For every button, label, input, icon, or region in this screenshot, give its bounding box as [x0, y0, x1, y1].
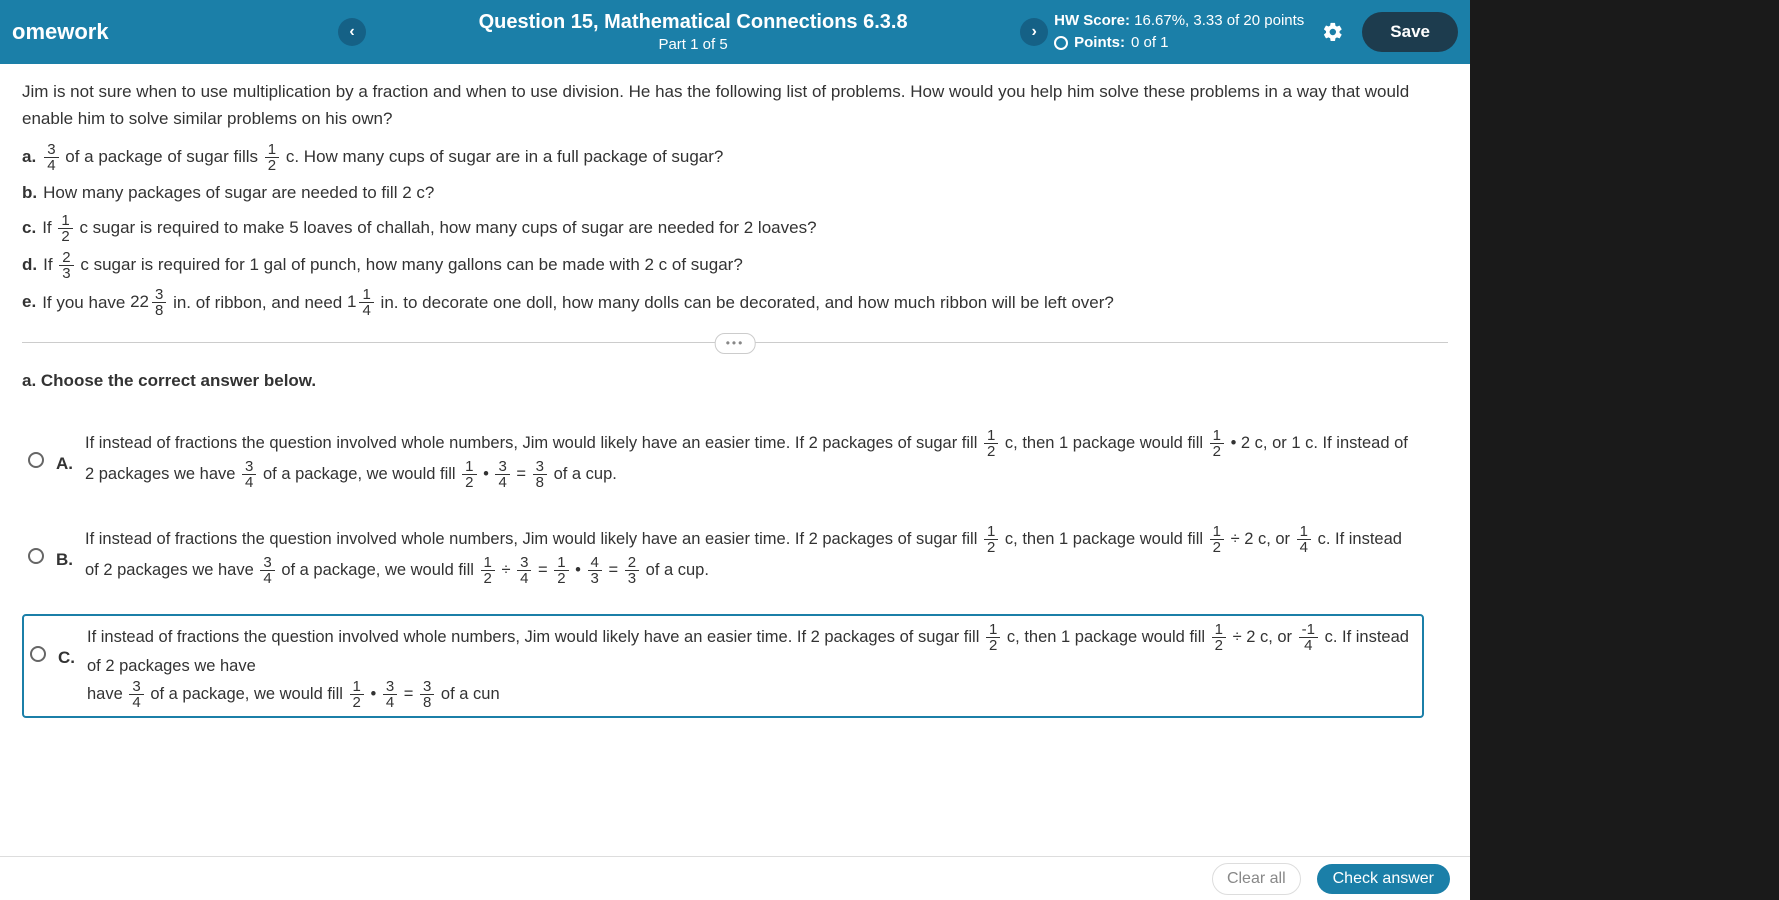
question-title: Question 15, Mathematical Connections 6.…	[372, 11, 1014, 34]
prev-question-button[interactable]: ‹	[338, 18, 366, 46]
points-icon	[1054, 36, 1068, 50]
gear-icon[interactable]	[1322, 21, 1344, 43]
radio-b[interactable]	[28, 548, 44, 564]
divider: •••	[22, 342, 1448, 343]
problem-c: c. If 12 c sugar is required to make 5 l…	[22, 213, 1448, 244]
answer-prompt: a. Choose the correct answer below.	[22, 367, 1424, 394]
next-question-button[interactable]: ›	[1020, 18, 1048, 46]
choice-b[interactable]: B. If instead of fractions the question …	[22, 518, 1424, 592]
problem-d: d. If 23 c sugar is required for 1 gal o…	[22, 250, 1448, 281]
choice-c[interactable]: C. If instead of fractions the question …	[22, 614, 1424, 718]
answer-area: a. Choose the correct answer below. A. I…	[22, 367, 1448, 797]
problem-b: b.How many packages of sugar are needed …	[22, 179, 1448, 206]
problem-list: a. 34 of a package of sugar fills 12 c. …	[22, 142, 1448, 317]
choice-a[interactable]: A. If instead of fractions the question …	[22, 422, 1424, 496]
problem-e: e. If you have 2238 in. of ribbon, and n…	[22, 287, 1448, 318]
header-bar: omework ‹ Question 15, Mathematical Conn…	[0, 0, 1470, 64]
problem-intro: Jim is not sure when to use multiplicati…	[22, 78, 1448, 132]
footer-bar: Clear all Check answer	[0, 856, 1470, 900]
score-block: HW Score: 16.67%, 3.33 of 20 points Poin…	[1054, 10, 1304, 55]
question-part: Part 1 of 5	[372, 36, 1014, 53]
problem-a: a. 34 of a package of sugar fills 12 c. …	[22, 142, 1448, 173]
clear-all-button[interactable]: Clear all	[1212, 863, 1301, 895]
expand-icon[interactable]: •••	[715, 333, 756, 354]
radio-a[interactable]	[28, 452, 44, 468]
breadcrumb: omework	[12, 19, 332, 45]
save-button[interactable]: Save	[1362, 12, 1458, 52]
radio-c[interactable]	[30, 646, 46, 662]
check-answer-button[interactable]: Check answer	[1317, 864, 1450, 894]
question-title-block: Question 15, Mathematical Connections 6.…	[372, 11, 1014, 53]
